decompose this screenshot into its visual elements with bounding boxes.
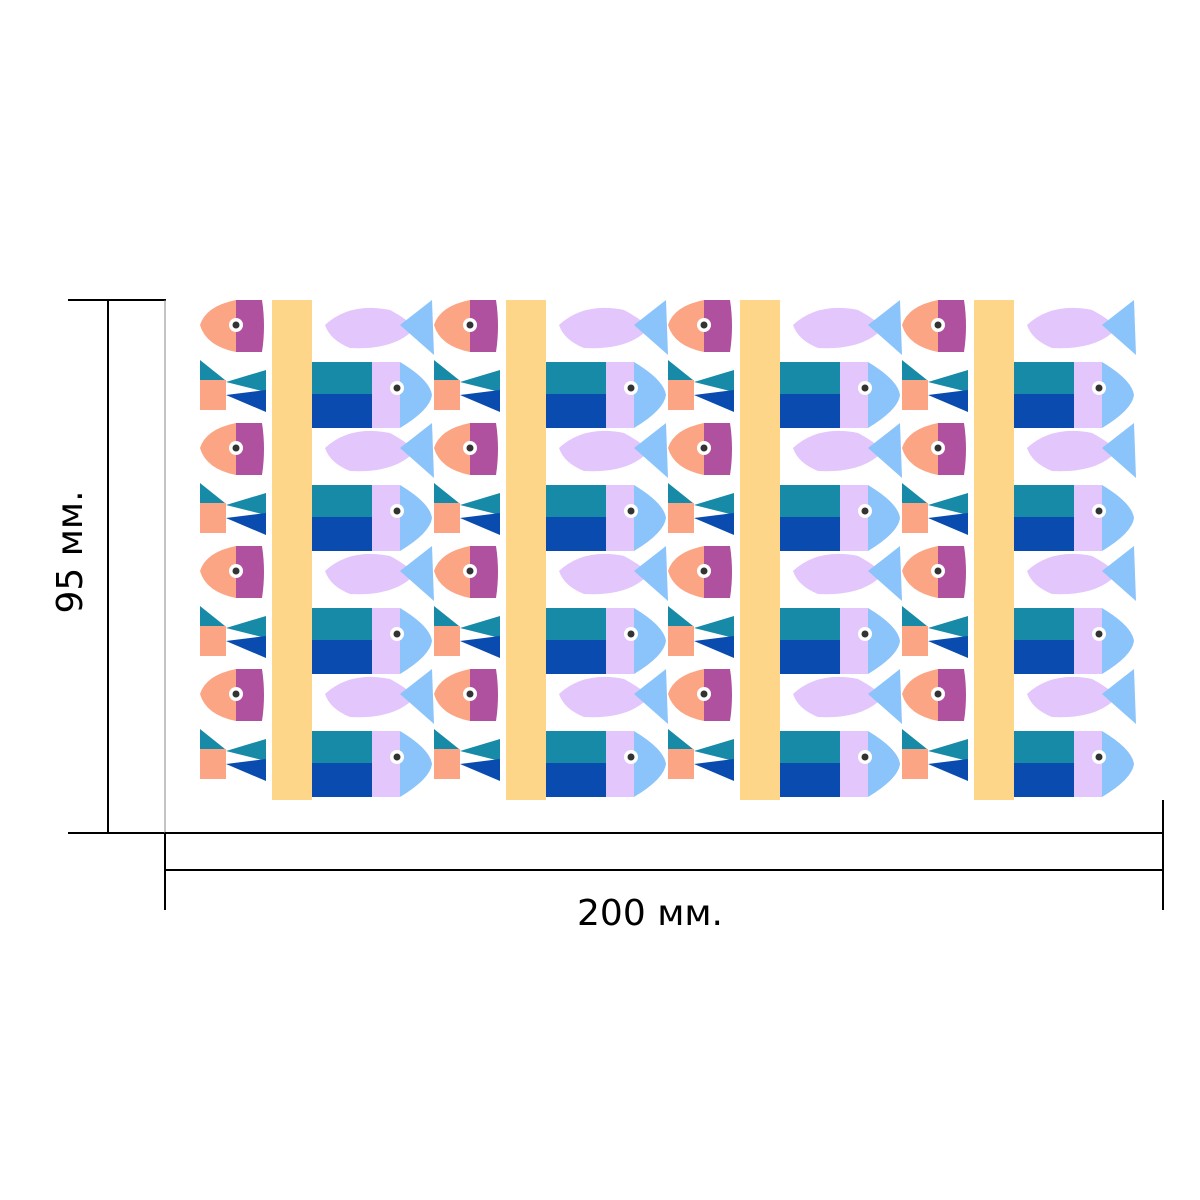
height-label: 95 мм. [50, 490, 91, 613]
dimension-lines [68, 299, 1164, 910]
fish-pattern [200, 300, 1136, 800]
width-label: 200 мм. [577, 893, 723, 934]
